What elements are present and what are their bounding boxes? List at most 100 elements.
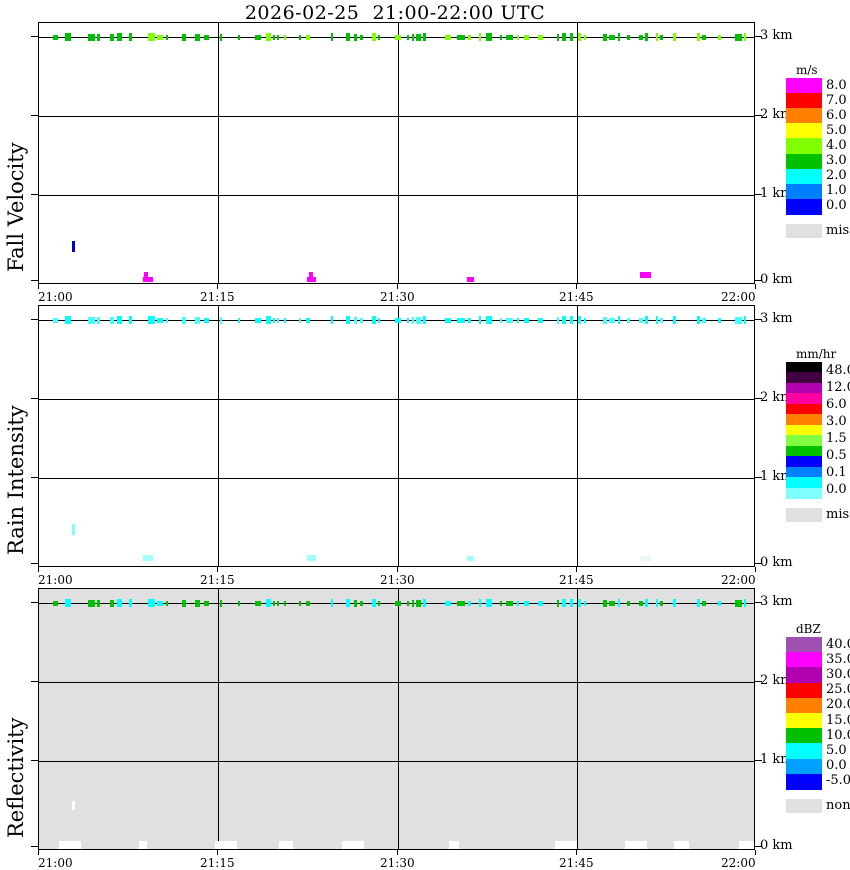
data-mark (445, 35, 451, 40)
data-mark (603, 34, 607, 41)
y-tick-mark (31, 36, 38, 37)
data-mark (423, 316, 426, 324)
data-mark (65, 33, 71, 41)
gridline-vertical (218, 306, 219, 566)
data-mark (195, 34, 200, 41)
data-mark (578, 33, 581, 41)
data-mark (354, 34, 357, 41)
data-mark (645, 599, 648, 607)
colorbar-tick-label: 7.0 (826, 92, 847, 108)
data-mark (238, 318, 240, 323)
data-mark (166, 601, 168, 606)
colorbar-tick-label: 48.0 (826, 362, 850, 378)
colorbar-missing-swatch (786, 224, 822, 238)
colorbar-tick-label: 0.5 (826, 447, 847, 463)
data-mark (609, 35, 615, 40)
gridline-vertical (398, 23, 399, 283)
y-axis-label: 0 km (760, 272, 793, 287)
data-mark (117, 599, 122, 607)
gridline-vertical (398, 589, 399, 849)
data-mark (660, 601, 663, 606)
colorbar-unit-label: mm/hr (796, 347, 837, 361)
data-mark (557, 34, 559, 41)
data-mark (88, 600, 95, 607)
x-tick-mark (755, 567, 756, 572)
data-mark (645, 33, 648, 41)
data-mark (215, 841, 237, 849)
data-mark (423, 599, 426, 607)
colorbar-band (786, 153, 822, 170)
y-tick-mark (31, 681, 38, 682)
data-mark (378, 35, 380, 40)
data-mark (486, 316, 492, 324)
data-mark (144, 272, 148, 278)
data-mark (277, 601, 279, 606)
y-axis-label: 1 km (760, 186, 793, 201)
data-mark (331, 316, 333, 324)
data-mark (639, 35, 643, 40)
data-mark (416, 317, 421, 324)
colorbar-band (786, 728, 822, 744)
y-tick-mark (31, 760, 38, 761)
data-mark (500, 35, 502, 40)
colorbar-tick-label: 0.1 (826, 464, 847, 480)
colorbar-band (786, 697, 822, 714)
data-mark (578, 316, 581, 324)
data-mark (72, 241, 75, 252)
data-mark (182, 317, 186, 324)
data-mark (148, 33, 155, 41)
colorbar-tick-label: 1.5 (826, 430, 847, 446)
data-mark (627, 35, 630, 40)
gridline-horizontal (39, 682, 754, 683)
data-mark (609, 601, 615, 606)
x-axis-label: 21:45 (559, 290, 594, 304)
data-mark (467, 556, 474, 561)
data-mark (255, 318, 261, 323)
data-mark (718, 35, 721, 40)
data-mark (517, 601, 519, 606)
plot-area-fall-velocity (38, 22, 755, 284)
data-mark (506, 35, 513, 40)
data-mark (331, 599, 333, 607)
data-mark (479, 33, 481, 41)
y-axis-label: 2 km (760, 390, 793, 405)
y-tick-mark (755, 477, 762, 478)
colorbar-tick-label: 8.0 (826, 77, 847, 93)
colorbar-band (786, 93, 822, 109)
data-mark (538, 601, 543, 606)
y-tick-mark (755, 760, 762, 761)
data-mark (88, 317, 95, 324)
data-mark (702, 318, 706, 323)
colorbar-tick-label: 0.0 (826, 481, 847, 497)
colorbar-tick-label: 1.0 (826, 183, 847, 199)
data-mark (195, 600, 200, 607)
data-mark (627, 601, 630, 606)
data-mark (578, 599, 581, 607)
colorbar-band (786, 637, 822, 653)
data-mark (739, 841, 754, 849)
data-mark (407, 601, 409, 606)
data-mark (372, 599, 376, 607)
colorbar-band (786, 403, 822, 415)
x-tick-mark (38, 850, 39, 855)
colorbar-band (786, 362, 822, 374)
colorbar-tick-label: 5.0 (826, 122, 847, 138)
data-mark (378, 318, 380, 323)
x-axis-label: 21:15 (200, 856, 235, 870)
data-mark (157, 601, 163, 606)
y-tick-mark (31, 194, 38, 195)
data-mark (97, 34, 100, 41)
y-tick-mark (31, 115, 38, 116)
data-mark (660, 318, 663, 323)
data-mark (273, 35, 275, 40)
data-mark (284, 601, 286, 606)
data-mark (517, 35, 519, 40)
x-tick-mark (38, 567, 39, 572)
data-mark (220, 600, 222, 607)
data-mark (603, 600, 607, 607)
data-mark (674, 841, 689, 849)
data-mark (557, 317, 559, 324)
data-mark (524, 601, 529, 606)
data-mark (627, 318, 630, 323)
data-mark (182, 600, 186, 607)
